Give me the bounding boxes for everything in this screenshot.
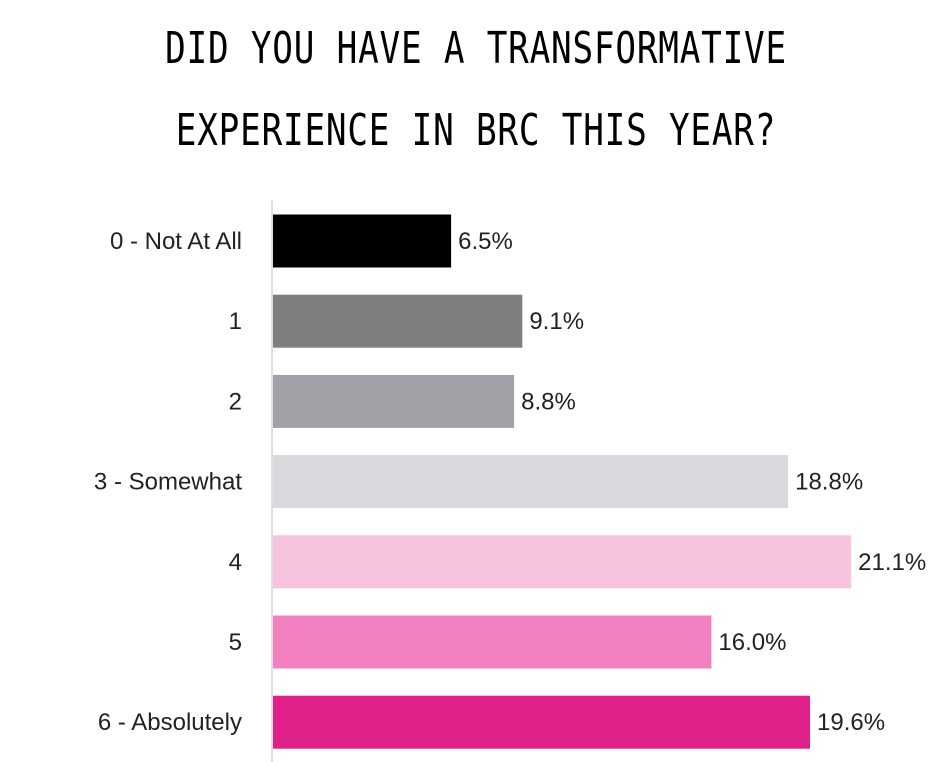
chart-title-line-2: Experience in BRC This Year? [175,105,777,156]
value-label-1: 9.1% [529,308,584,335]
bar-0 [273,214,452,268]
category-label-5: 5 [229,629,242,656]
chart-title-line-1: Did You Have a Transformative [165,23,787,74]
value-label-3: 18.8% [795,469,863,496]
bar-6 [273,695,811,749]
category-label-4: 4 [229,549,242,576]
value-label-5: 16.0% [718,629,786,656]
value-label-0: 6.5% [458,228,513,255]
bar-4 [273,535,852,589]
bar-1 [273,294,523,348]
value-label-6: 19.6% [817,709,885,736]
category-label-2: 2 [229,388,242,415]
category-label-0: 0 - Not At All [110,228,242,255]
value-label-2: 8.8% [521,388,576,415]
category-label-6: 6 - Absolutely [98,709,242,736]
bars-group: 0 - Not At All 6.5% 1 9.1% 2 8.8% 3 - Somewhat… [94,214,926,749]
bar-3 [273,455,789,509]
bar-5 [273,615,712,669]
bar-2 [273,374,515,428]
category-label-3: 3 - Somewhat [94,469,242,496]
chart-title: Did You Have a Transformative Experience… [105,8,848,172]
category-label-1: 1 [229,308,242,335]
value-label-4: 21.1% [858,549,926,576]
